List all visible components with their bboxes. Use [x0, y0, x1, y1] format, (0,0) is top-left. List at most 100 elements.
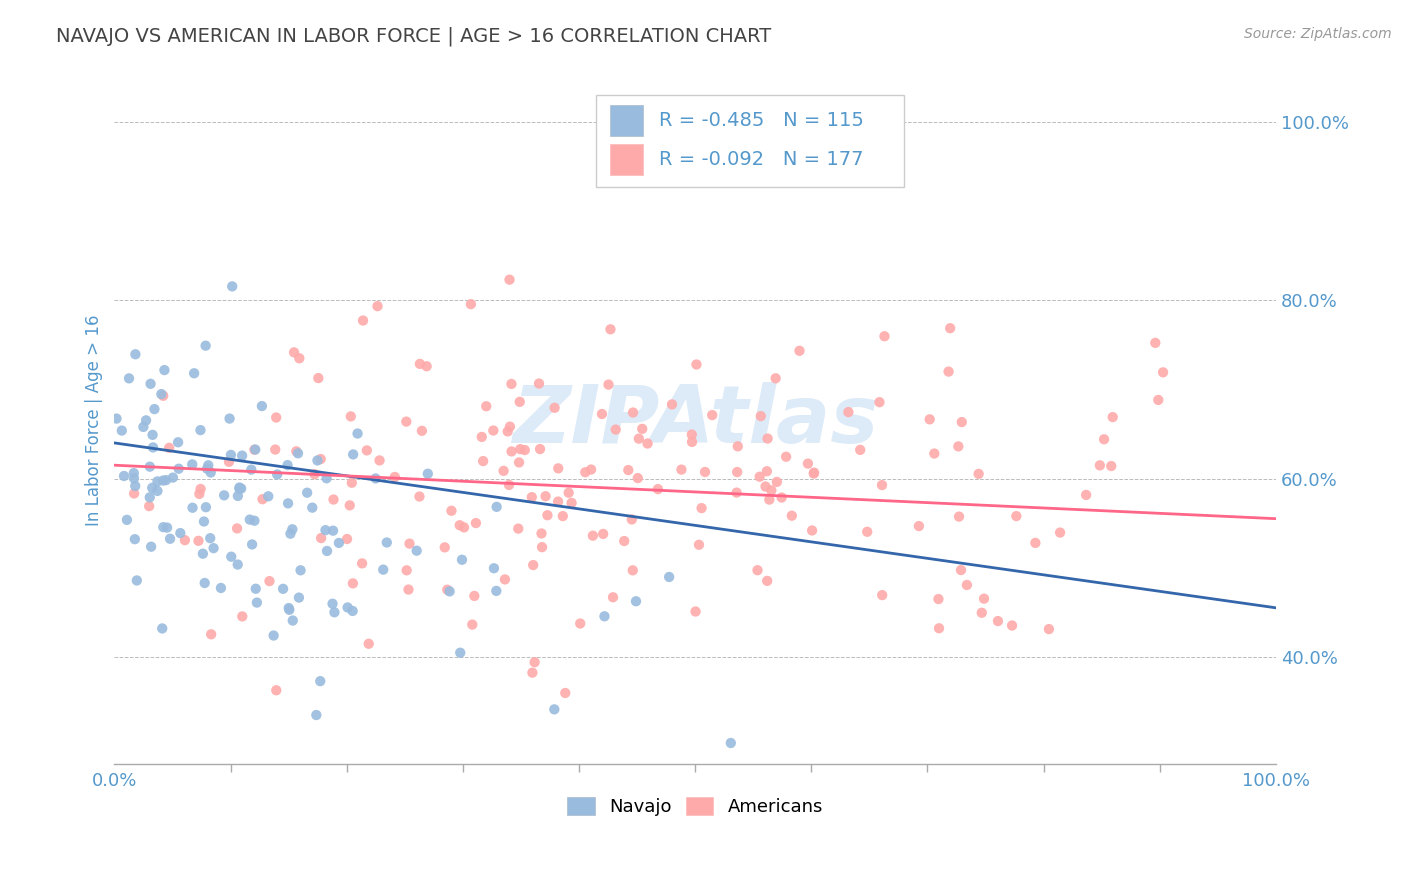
Point: [627, 471, 650, 485]
Point: [671, 462, 693, 476]
Point: [621, 563, 644, 577]
Point: [373, 563, 395, 577]
Point: [277, 496, 299, 510]
Point: [770, 491, 793, 505]
Point: [534, 489, 557, 503]
Point: [755, 464, 778, 478]
Point: [228, 481, 250, 495]
Point: [364, 471, 387, 485]
Point: [157, 441, 180, 455]
Text: NAVAJO VS AMERICAN IN LABOR FORCE | AGE > 16 CORRELATION CHART: NAVAJO VS AMERICAN IN LABOR FORCE | AGE …: [56, 27, 772, 46]
Point: [280, 526, 302, 541]
Point: [132, 420, 155, 434]
Point: [449, 518, 471, 533]
Point: [527, 376, 550, 391]
Point: [152, 474, 174, 488]
Point: [139, 459, 162, 474]
Point: [547, 461, 569, 475]
Point: [191, 547, 214, 561]
Point: [181, 458, 204, 472]
Point: [336, 532, 359, 546]
Point: [927, 592, 949, 607]
Point: [561, 496, 583, 510]
Point: [281, 614, 304, 628]
Point: [748, 469, 770, 483]
Point: [283, 345, 305, 359]
Point: [301, 500, 323, 515]
Point: [870, 478, 893, 492]
Point: [498, 478, 520, 492]
Point: [647, 482, 669, 496]
Point: [475, 399, 498, 413]
Point: [169, 526, 191, 541]
Point: [153, 363, 176, 377]
Point: [775, 450, 797, 464]
Point: [323, 605, 346, 619]
Point: [849, 442, 872, 457]
Point: [574, 465, 596, 479]
Point: [758, 492, 780, 507]
Bar: [610, 105, 643, 136]
Point: [789, 343, 811, 358]
Point: [245, 442, 267, 457]
Point: [508, 522, 530, 536]
Point: [221, 279, 243, 293]
Point: [316, 544, 339, 558]
Point: [918, 412, 941, 426]
Point: [135, 413, 157, 427]
Point: [1152, 365, 1174, 379]
Point: [908, 519, 931, 533]
Point: [264, 442, 287, 457]
Point: [513, 443, 536, 458]
Point: [150, 387, 173, 401]
Point: [307, 371, 329, 385]
Point: [352, 313, 374, 327]
Point: [118, 371, 141, 385]
Point: [398, 582, 420, 597]
Point: [509, 442, 531, 457]
Point: [1024, 536, 1046, 550]
Point: [530, 526, 553, 541]
Point: [167, 435, 190, 450]
Point: [557, 485, 579, 500]
Point: [111, 424, 134, 438]
Point: [245, 582, 267, 596]
Point: [460, 297, 482, 311]
Point: [155, 473, 177, 487]
Point: [357, 637, 380, 651]
Point: [797, 457, 820, 471]
Point: [340, 409, 363, 424]
Point: [398, 536, 420, 550]
Point: [209, 581, 232, 595]
Point: [226, 521, 249, 535]
Point: [122, 486, 145, 500]
Point: [1101, 410, 1123, 425]
Point: [226, 489, 249, 503]
Point: [463, 589, 485, 603]
Point: [219, 549, 242, 564]
Point: [569, 616, 592, 631]
Point: [277, 458, 299, 472]
Point: [322, 597, 344, 611]
Point: [948, 509, 970, 524]
Point: [492, 464, 515, 478]
Point: [342, 576, 364, 591]
Point: [529, 442, 551, 456]
Point: [801, 524, 824, 538]
Point: [139, 540, 162, 554]
Point: [637, 436, 659, 450]
Point: [159, 532, 181, 546]
Point: [231, 482, 253, 496]
Point: [754, 479, 776, 493]
Point: [278, 603, 301, 617]
Point: [322, 524, 344, 538]
Point: [141, 481, 163, 495]
Point: [212, 488, 235, 502]
Point: [720, 736, 742, 750]
Point: [543, 702, 565, 716]
Point: [725, 465, 748, 479]
Point: [162, 470, 184, 484]
Point: [520, 490, 543, 504]
Point: [346, 426, 368, 441]
Point: [621, 405, 644, 419]
